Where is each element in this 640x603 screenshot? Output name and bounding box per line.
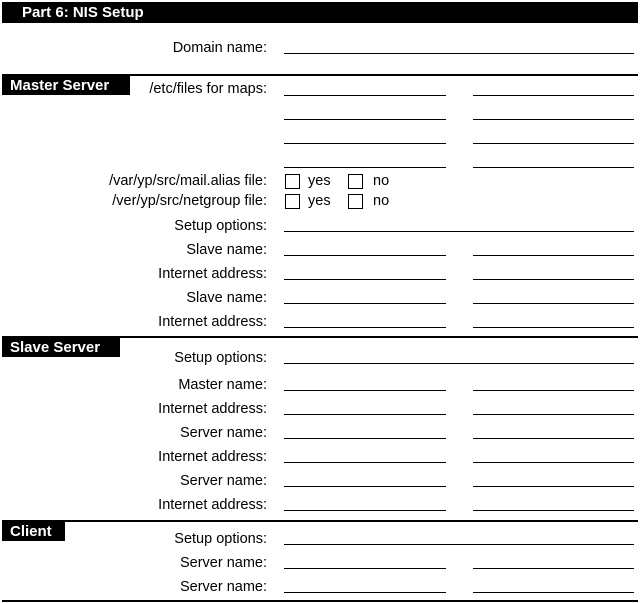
divider [2, 600, 638, 602]
divider [2, 336, 638, 338]
setup-options-field[interactable] [284, 231, 634, 232]
yes-label: yes [308, 173, 331, 189]
server-name-field[interactable] [284, 568, 446, 569]
map-file-field[interactable] [473, 167, 634, 168]
server-name-label: Server name: [179, 555, 267, 571]
form-title: Part 6: NIS Setup [22, 4, 144, 21]
internet-address-field[interactable] [284, 510, 446, 511]
netgroup-no-checkbox[interactable] [348, 194, 363, 209]
setup-options-label: Setup options: [174, 218, 267, 234]
server-name-field[interactable] [284, 438, 446, 439]
master-name-field-2[interactable] [473, 390, 634, 391]
map-file-field[interactable] [284, 167, 446, 168]
slave-server-tag: Slave Server [2, 338, 120, 357]
map-file-field[interactable] [284, 95, 446, 96]
domain-name-field[interactable] [284, 53, 634, 54]
slave-name-label: Slave name: [186, 242, 267, 258]
internet-address-label: Internet address: [158, 266, 267, 282]
internet-address-field[interactable] [284, 279, 446, 280]
mail-alias-label: /var/yp/src/mail.alias file: [109, 173, 267, 189]
map-file-field[interactable] [473, 143, 634, 144]
slave-name-field[interactable] [284, 255, 446, 256]
internet-address-field-2[interactable] [473, 462, 634, 463]
server-name-field[interactable] [284, 592, 446, 593]
internet-address-field[interactable] [284, 327, 446, 328]
map-file-field[interactable] [284, 143, 446, 144]
domain-name-label: Domain name: [172, 40, 267, 56]
mail-alias-no-checkbox[interactable] [348, 174, 363, 189]
setup-options-field[interactable] [284, 363, 634, 364]
server-name-label: Server name: [179, 579, 267, 595]
server-name-field-2[interactable] [473, 568, 634, 569]
internet-address-label: Internet address: [158, 449, 267, 465]
setup-options-field[interactable] [284, 544, 634, 545]
server-name-field[interactable] [284, 486, 446, 487]
map-file-field[interactable] [473, 119, 634, 120]
master-name-label: Master name: [178, 377, 267, 393]
internet-address-field-2[interactable] [473, 510, 634, 511]
internet-address-field[interactable] [284, 462, 446, 463]
master-name-field[interactable] [284, 390, 446, 391]
internet-address-label: Internet address: [158, 401, 267, 417]
server-name-field-2[interactable] [473, 486, 634, 487]
maps-label: /etc/files for maps: [149, 81, 267, 97]
client-tag: Client [2, 522, 65, 541]
server-name-label: Server name: [179, 425, 267, 441]
yes-label: yes [308, 193, 331, 209]
slave-name-field-2[interactable] [473, 255, 634, 256]
setup-options-label: Setup options: [174, 350, 267, 366]
netgroup-yes-checkbox[interactable] [285, 194, 300, 209]
server-name-label: Server name: [179, 473, 267, 489]
internet-address-field-2[interactable] [473, 414, 634, 415]
slave-name-field[interactable] [284, 303, 446, 304]
internet-address-field-2[interactable] [473, 279, 634, 280]
no-label: no [373, 193, 390, 209]
master-server-tag: Master Server [2, 76, 130, 95]
internet-address-label: Internet address: [158, 314, 267, 330]
form-title-bar: Part 6: NIS Setup [2, 2, 638, 23]
map-file-field[interactable] [284, 119, 446, 120]
slave-name-field-2[interactable] [473, 303, 634, 304]
netgroup-label: /ver/yp/src/netgroup file: [112, 193, 267, 209]
slave-name-label: Slave name: [186, 290, 267, 306]
divider [2, 520, 638, 522]
internet-address-field[interactable] [284, 414, 446, 415]
divider [2, 74, 638, 76]
mail-alias-yes-checkbox[interactable] [285, 174, 300, 189]
map-file-field[interactable] [473, 95, 634, 96]
server-name-field-2[interactable] [473, 592, 634, 593]
internet-address-label: Internet address: [158, 497, 267, 513]
server-name-field-2[interactable] [473, 438, 634, 439]
setup-options-label: Setup options: [174, 531, 267, 547]
internet-address-field-2[interactable] [473, 327, 634, 328]
no-label: no [373, 173, 390, 189]
